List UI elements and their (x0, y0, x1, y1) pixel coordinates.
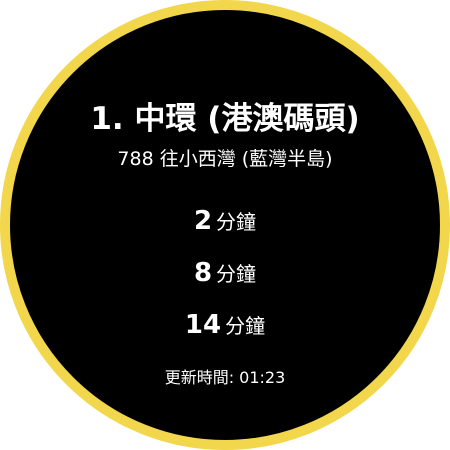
last-updated-time: 更新時間: 01:23 (164, 368, 286, 387)
route-destination: 788 往小西灣 (藍灣半島) (117, 148, 333, 170)
eta-unit-label: 分鐘 (216, 262, 257, 286)
eta-minutes-value: 8 (193, 258, 213, 288)
eta-minutes-value: 14 (184, 310, 222, 340)
eta-minutes-value: 2 (193, 206, 213, 236)
eta-unit-label: 分鐘 (225, 314, 266, 338)
eta-row: 2 分鐘 (10, 203, 440, 242)
eta-row: 14 分鐘 (10, 307, 440, 346)
stop-title: 1. 中環 (港澳碼頭) (90, 101, 360, 137)
eta-row: 8 分鐘 (10, 255, 440, 294)
eta-unit-label: 分鐘 (216, 210, 257, 234)
